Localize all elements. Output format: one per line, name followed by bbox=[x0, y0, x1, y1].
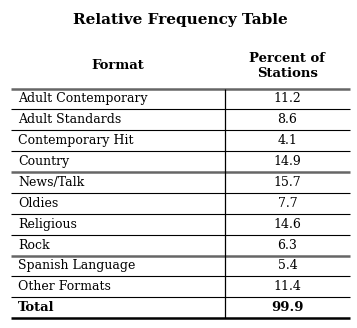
Text: 6.3: 6.3 bbox=[277, 238, 297, 252]
Text: Adult Standards: Adult Standards bbox=[18, 113, 121, 126]
Text: 7.7: 7.7 bbox=[278, 197, 297, 210]
Text: Format: Format bbox=[91, 59, 144, 72]
Text: Other Formats: Other Formats bbox=[18, 280, 111, 293]
Text: 14.6: 14.6 bbox=[273, 218, 301, 231]
Text: 5.4: 5.4 bbox=[277, 259, 297, 273]
Text: Country: Country bbox=[18, 155, 69, 168]
Text: 8.6: 8.6 bbox=[277, 113, 297, 126]
Text: 11.4: 11.4 bbox=[273, 280, 301, 293]
Text: 15.7: 15.7 bbox=[273, 176, 301, 189]
Text: 99.9: 99.9 bbox=[271, 301, 304, 314]
Text: Adult Contemporary: Adult Contemporary bbox=[18, 92, 147, 106]
Text: 4.1: 4.1 bbox=[277, 134, 297, 147]
Text: Rock: Rock bbox=[18, 238, 50, 252]
Text: 11.2: 11.2 bbox=[273, 92, 301, 106]
Text: 14.9: 14.9 bbox=[273, 155, 301, 168]
Text: Oldies: Oldies bbox=[18, 197, 58, 210]
Text: Religious: Religious bbox=[18, 218, 77, 231]
Text: Spanish Language: Spanish Language bbox=[18, 259, 135, 273]
Text: Percent of
Stations: Percent of Stations bbox=[250, 51, 325, 80]
Text: Relative Frequency Table: Relative Frequency Table bbox=[73, 13, 288, 27]
Text: Contemporary Hit: Contemporary Hit bbox=[18, 134, 134, 147]
Text: News/Talk: News/Talk bbox=[18, 176, 84, 189]
Text: Total: Total bbox=[18, 301, 55, 314]
